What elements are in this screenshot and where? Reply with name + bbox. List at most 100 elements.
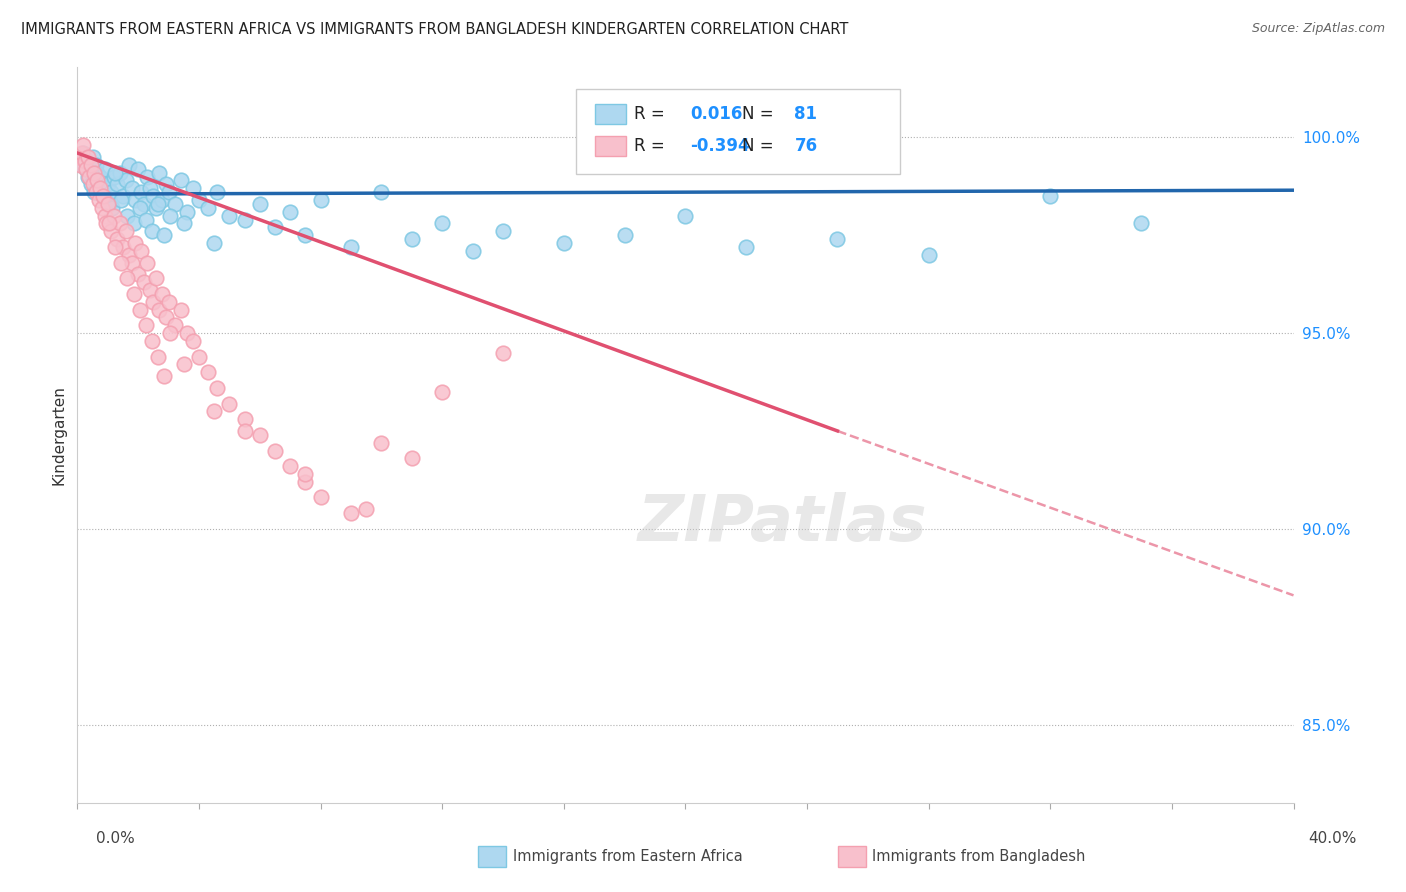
Point [155, 178, 177, 192]
Point [134, 275, 156, 289]
Point [430, 384, 453, 399]
Point [80, 178, 103, 192]
Point [205, 185, 228, 199]
Point [205, 381, 228, 395]
Point [122, 287, 145, 301]
Point [70, 158, 93, 172]
Point [110, 193, 132, 207]
Point [105, 232, 128, 246]
Point [135, 318, 157, 333]
Point [89, 181, 111, 195]
Point [89, 169, 111, 184]
Point [73, 153, 96, 168]
Text: 81: 81 [794, 105, 817, 123]
Text: N =: N = [742, 137, 773, 155]
Point [111, 240, 134, 254]
Point [118, 248, 141, 262]
Point [84, 158, 107, 172]
Point [155, 310, 177, 325]
Point [264, 443, 287, 458]
Point [122, 217, 145, 231]
Point [264, 220, 287, 235]
Point [124, 235, 146, 250]
Point [96, 217, 118, 231]
Text: IMMIGRANTS FROM EASTERN AFRICA VS IMMIGRANTS FROM BANGLADESH KINDERGARTEN CORREL: IMMIGRANTS FROM EASTERN AFRICA VS IMMIGR… [21, 22, 848, 37]
Point [492, 345, 515, 359]
Point [124, 193, 146, 207]
Point [83, 185, 105, 199]
Point [142, 189, 165, 203]
Point [128, 201, 150, 215]
Point [294, 475, 316, 489]
Point [492, 224, 515, 238]
Point [146, 350, 169, 364]
Text: Immigrants from Eastern Africa: Immigrants from Eastern Africa [513, 849, 742, 863]
Point [129, 185, 152, 199]
Point [136, 169, 159, 184]
Point [340, 240, 363, 254]
Point [139, 181, 162, 195]
Point [249, 197, 271, 211]
Point [134, 197, 156, 211]
Point [96, 193, 118, 207]
Point [136, 255, 159, 269]
Point [90, 201, 112, 215]
Point [401, 232, 423, 246]
Point [108, 165, 131, 179]
Point [202, 404, 225, 418]
Point [127, 161, 149, 176]
Text: R =: R = [634, 137, 665, 155]
Point [675, 209, 697, 223]
Point [115, 224, 138, 238]
Text: R =: R = [634, 105, 665, 123]
Point [202, 235, 225, 250]
Point [129, 244, 152, 258]
Point [118, 158, 141, 172]
Text: 40.0%: 40.0% [1309, 831, 1357, 847]
Point [188, 193, 211, 207]
Point [309, 193, 332, 207]
Point [139, 283, 162, 297]
Point [127, 268, 149, 282]
Point [294, 228, 316, 243]
Point [108, 217, 131, 231]
Point [82, 178, 104, 192]
Point [86, 173, 108, 187]
Point [72, 138, 94, 153]
Point [309, 491, 332, 505]
Point [72, 146, 94, 161]
Point [153, 369, 176, 384]
Point [146, 197, 169, 211]
Point [218, 396, 240, 410]
Point [176, 204, 198, 219]
Text: Immigrants from Bangladesh: Immigrants from Bangladesh [872, 849, 1085, 863]
Point [173, 217, 195, 231]
Point [613, 228, 636, 243]
Point [69, 150, 91, 164]
Point [197, 365, 219, 379]
Point [93, 209, 115, 223]
Point [152, 287, 174, 301]
Point [152, 193, 174, 207]
Point [80, 158, 103, 172]
Point [461, 244, 484, 258]
Point [141, 224, 163, 238]
Point [148, 302, 170, 317]
Point [278, 459, 301, 474]
Point [157, 185, 180, 199]
Point [91, 189, 114, 203]
Y-axis label: Kindergarten: Kindergarten [51, 385, 66, 484]
Point [553, 235, 575, 250]
Point [188, 350, 211, 364]
Point [73, 153, 96, 168]
Point [918, 248, 941, 262]
Point [827, 232, 849, 246]
Point [111, 189, 134, 203]
Point [103, 209, 125, 223]
Point [145, 271, 167, 285]
Point [101, 201, 124, 215]
Text: 0.0%: 0.0% [96, 831, 135, 847]
Text: ZIPatlas: ZIPatlas [638, 492, 928, 554]
Point [82, 150, 104, 164]
Point [233, 424, 256, 438]
